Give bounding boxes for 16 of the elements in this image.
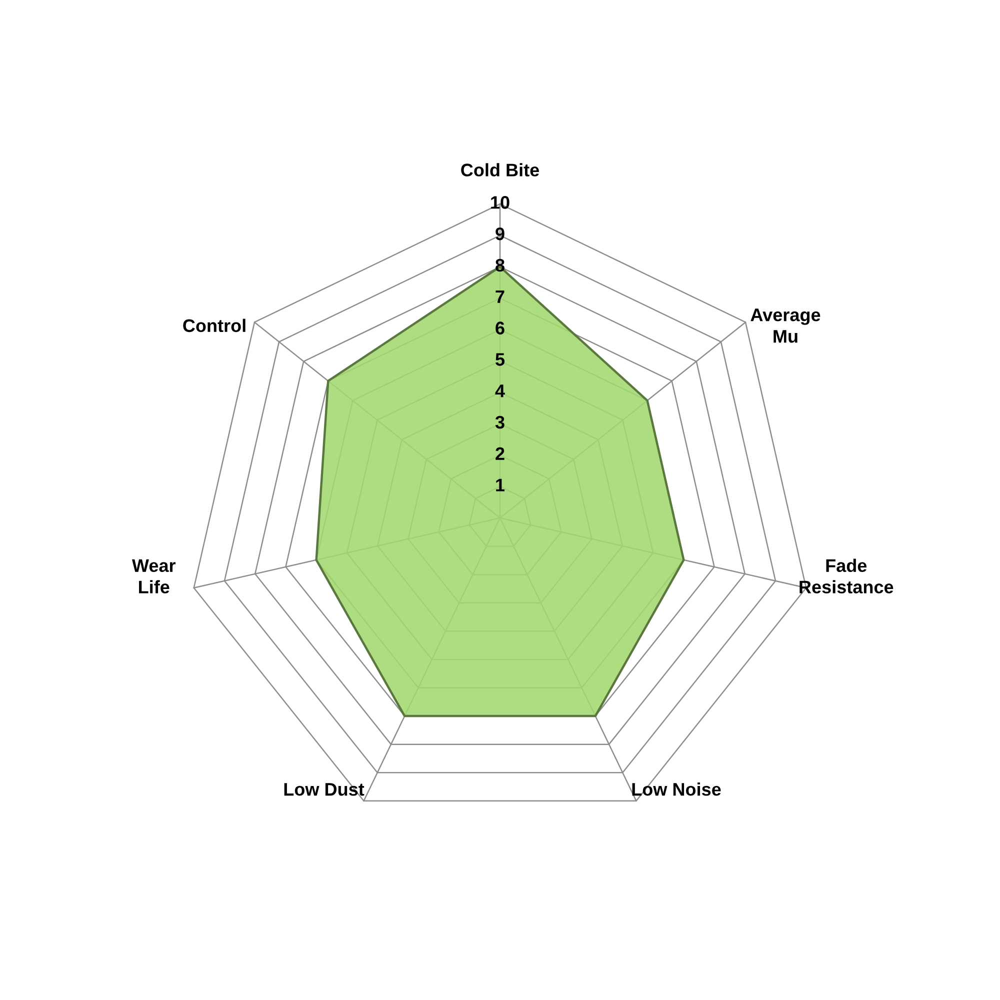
y-tick-label: 9 — [496, 227, 504, 240]
spoke-label: Average Mu — [750, 308, 820, 343]
y-tick-label: 2 — [496, 447, 504, 460]
y-tick-label: 3 — [495, 416, 504, 429]
spoke-label: Low Dust — [284, 783, 364, 796]
y-tick-label: 4 — [495, 384, 505, 398]
spoke-label: Cold Bite — [461, 163, 540, 176]
spoke-label: Fade Resistance — [800, 558, 894, 594]
y-tick-label: 1 — [496, 478, 505, 492]
y-tick-label: 5 — [496, 353, 505, 366]
y-tick-label: 7 — [496, 290, 504, 303]
spoke-label: Control — [183, 318, 246, 332]
y-tick-label: 10 — [491, 196, 510, 209]
spoke-label: Wear Life — [132, 559, 176, 594]
y-tick-label: 6 — [496, 322, 504, 334]
spoke-label: Low Noise — [632, 782, 721, 796]
